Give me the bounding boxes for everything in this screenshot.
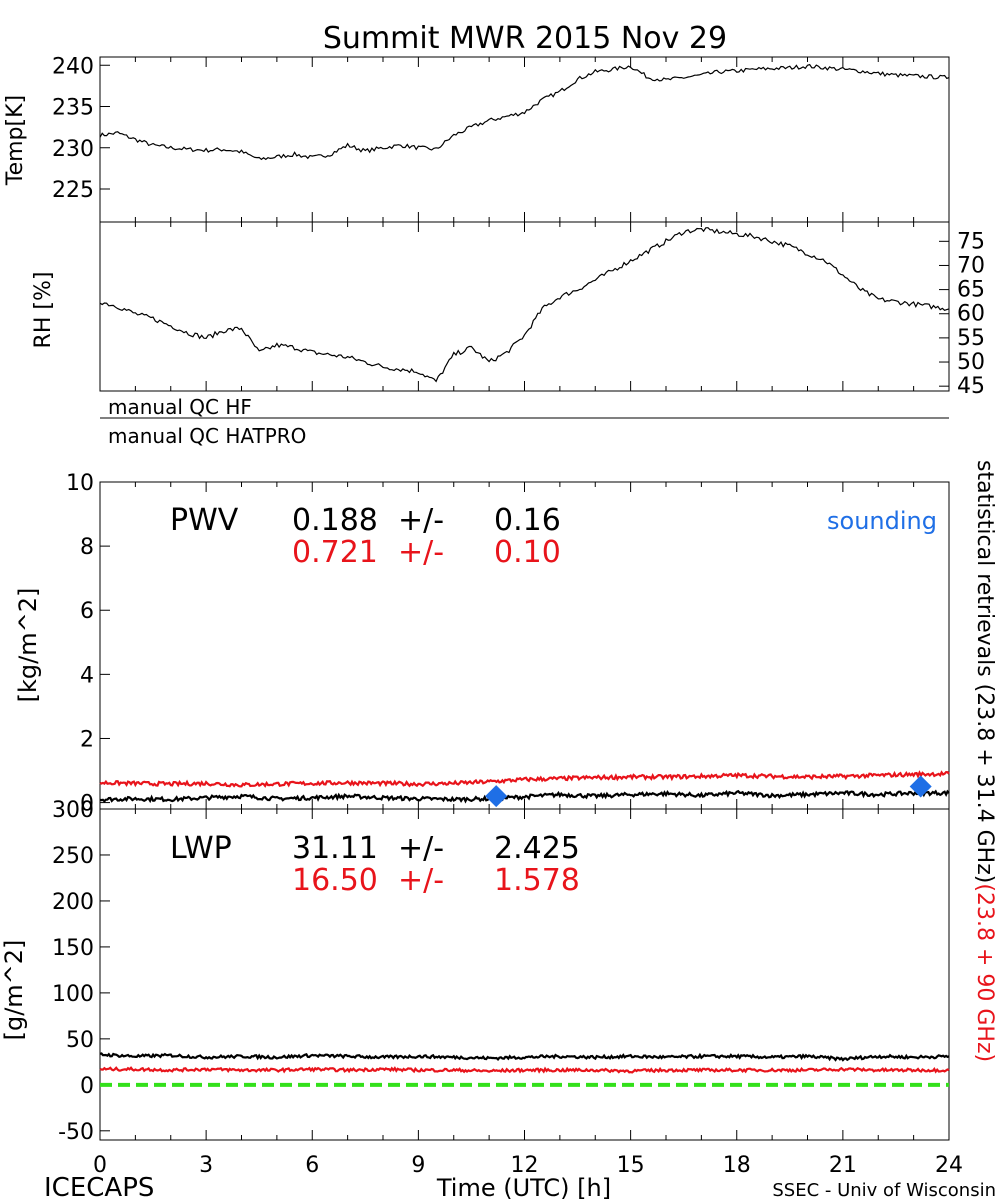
sounding-marker bbox=[909, 775, 932, 798]
rh-series-line bbox=[99, 227, 950, 383]
qc-hf-label: manual QC HF bbox=[108, 395, 252, 419]
lwp-ytick-label: 0 bbox=[80, 1074, 94, 1099]
chart-title: Summit MWR 2015 Nov 29 bbox=[323, 21, 727, 56]
x-tick-label: 9 bbox=[411, 1153, 425, 1178]
temp-ytick-label: 235 bbox=[52, 96, 94, 121]
footer-left: ICECAPS bbox=[44, 1173, 154, 1200]
pwv-stat-red-err: 0.10 bbox=[494, 535, 561, 570]
lwp-label: LWP bbox=[170, 831, 232, 866]
pwv-series-black bbox=[99, 789, 950, 804]
sounding-legend: sounding bbox=[827, 507, 937, 535]
x-tick-label: 21 bbox=[829, 1153, 857, 1178]
x-tick-label: 24 bbox=[935, 1153, 963, 1178]
rh-ytick-label: 70 bbox=[957, 253, 985, 278]
temp-ytick-label: 230 bbox=[52, 137, 94, 162]
pwv-stat-black-value: 0.188 bbox=[292, 503, 378, 538]
x-axis-label: Time (UTC) [h] bbox=[436, 1174, 611, 1200]
rh-ytick-label: 60 bbox=[957, 302, 985, 327]
temp-series-line bbox=[99, 63, 950, 161]
x-tick-label: 6 bbox=[305, 1153, 319, 1178]
pwv-stat-red-pm: +/- bbox=[398, 535, 444, 570]
pwv-ytick-label: 6 bbox=[80, 599, 94, 624]
pwv-stat-black-pm: +/- bbox=[398, 503, 444, 538]
pwv-ylabel: [kg/m^2] bbox=[14, 588, 42, 703]
rh-panel-frame bbox=[99, 221, 950, 392]
pwv-ytick-label: 10 bbox=[66, 471, 94, 496]
lwp-stat-red-value: 16.50 bbox=[292, 863, 378, 898]
rh-ytick-label: 65 bbox=[957, 278, 985, 303]
lwp-ylabel: [g/m^2] bbox=[0, 940, 28, 1041]
sounding-marker bbox=[485, 785, 508, 808]
lwp-stat-black-value: 31.11 bbox=[292, 831, 378, 866]
pwv-series-red bbox=[99, 770, 950, 788]
pwv-label: PWV bbox=[170, 503, 239, 538]
pwv-ytick-label: 8 bbox=[80, 535, 94, 560]
temp-ytick-label: 225 bbox=[52, 178, 94, 203]
chart-marks: 225230235240455055606570750246810-500501… bbox=[52, 54, 985, 1178]
rh-ytick-label: 75 bbox=[957, 229, 985, 254]
side-label-red: (23.8 + 90 GHz) bbox=[972, 883, 997, 1062]
lwp-ytick-label: 150 bbox=[52, 936, 94, 961]
side-label-retrievals: statistical retrievals (23.8 + 31.4 GHz)… bbox=[972, 460, 997, 1062]
lwp-ytick-label: 300 bbox=[52, 798, 94, 823]
x-tick-label: 3 bbox=[199, 1153, 213, 1178]
temp-ylabel: Temp[K] bbox=[3, 95, 28, 186]
pwv-stat-red-value: 0.721 bbox=[292, 535, 378, 570]
lwp-series-black bbox=[99, 1052, 950, 1062]
pwv-stat-black-err: 0.16 bbox=[494, 503, 561, 538]
lwp-ytick-label: 200 bbox=[52, 890, 94, 915]
x-tick-label: 12 bbox=[511, 1153, 539, 1178]
lwp-ytick-label: -50 bbox=[58, 1120, 94, 1145]
temp-panel-frame bbox=[99, 56, 950, 223]
lwp-ytick-label: 50 bbox=[66, 1028, 94, 1053]
x-tick-label: 0 bbox=[93, 1153, 107, 1178]
x-tick-label: 15 bbox=[617, 1153, 645, 1178]
x-tick-label: 18 bbox=[723, 1153, 751, 1178]
lwp-stat-black-err: 2.425 bbox=[494, 831, 580, 866]
lwp-stat-red-pm: +/- bbox=[398, 863, 444, 898]
rh-ytick-label: 45 bbox=[957, 374, 985, 399]
lwp-ytick-label: 250 bbox=[52, 844, 94, 869]
lwp-stat-red-err: 1.578 bbox=[494, 863, 580, 898]
qc-hatpro-label: manual QC HATPRO bbox=[108, 424, 306, 448]
side-label-black: statistical retrievals (23.8 + 31.4 GHz) bbox=[972, 460, 997, 883]
footer-right: SSEC - Univ of Wisconsin bbox=[772, 1180, 996, 1200]
pwv-ytick-label: 4 bbox=[80, 663, 94, 688]
lwp-ytick-label: 100 bbox=[52, 982, 94, 1007]
lwp-stat-black-pm: +/- bbox=[398, 831, 444, 866]
lwp-series-red bbox=[99, 1066, 950, 1074]
pwv-ytick-label: 2 bbox=[80, 727, 94, 752]
rh-ytick-label: 55 bbox=[957, 326, 985, 351]
rh-ytick-label: 50 bbox=[957, 350, 985, 375]
temp-ytick-label: 240 bbox=[52, 54, 94, 79]
pwv-ytick-label: 0 bbox=[80, 792, 94, 817]
rh-ylabel: RH [%] bbox=[31, 272, 56, 349]
